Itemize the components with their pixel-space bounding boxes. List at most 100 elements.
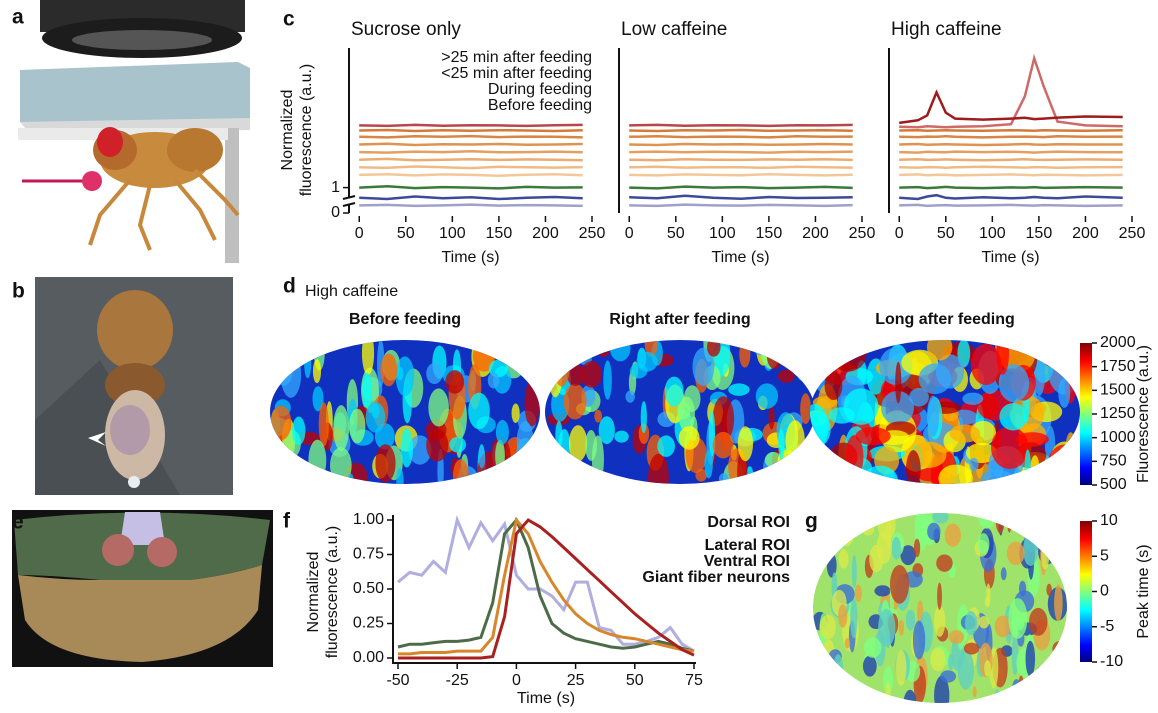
heatmap-blob [312, 359, 322, 384]
heatmap-blob [840, 470, 870, 484]
trace [629, 123, 853, 128]
peak-blob [1007, 513, 1012, 533]
trace [629, 142, 853, 147]
peak-blob [1037, 513, 1054, 533]
heatmap-blob [395, 356, 415, 397]
heatmap-blob [426, 428, 449, 462]
peak-blob [876, 531, 892, 564]
peak-blob [1035, 513, 1054, 526]
heatmap-blob [555, 420, 563, 450]
x-tick-label: 25 [567, 672, 585, 689]
heatmap-blob [365, 402, 386, 433]
heatmap-blob [518, 468, 526, 484]
x-tick-label: 200 [802, 225, 829, 242]
heatmap-blob [640, 401, 647, 434]
colorbar-label: Peak time (s) [1135, 544, 1152, 638]
heatmap [810, 340, 1080, 484]
axis-break [342, 195, 356, 207]
peak-blob [927, 522, 941, 541]
heatmap-blob [349, 408, 366, 444]
axes [392, 515, 696, 664]
peak-blob [913, 538, 921, 558]
trace [359, 165, 583, 170]
peak-blob [862, 655, 877, 677]
heatmap-blob [855, 427, 891, 446]
heatmap-blob [999, 403, 1028, 431]
heatmap-blob [568, 425, 588, 462]
heatmap-blob [938, 464, 973, 484]
trace [899, 157, 1123, 162]
peak-blob [1050, 680, 1067, 703]
colorbar-tick-label: 1500 [1100, 382, 1136, 399]
heatmap-blob [292, 416, 306, 446]
y-axis-label: Normalized [305, 552, 322, 633]
peak-blob [831, 515, 841, 532]
peak-blob [937, 582, 942, 610]
heatmap-blob [766, 342, 783, 370]
heatmap-blob [273, 346, 294, 386]
heatmap-blob [312, 386, 324, 412]
peak-blob [863, 637, 882, 658]
trace [359, 134, 583, 139]
heatmap-blob [565, 342, 581, 359]
peak-blob [1048, 679, 1054, 703]
heatmap-blob [468, 392, 490, 430]
heatmap-blob [318, 402, 329, 447]
image-title: Right after feeding [609, 311, 750, 328]
heatmap-blob [810, 458, 833, 484]
y-tick-label: 0.75 [353, 546, 384, 563]
image-title: Before feeding [349, 311, 461, 328]
x-tick-label: 50 [626, 672, 644, 689]
heatmap-blob [426, 362, 443, 384]
heatmap-blob [396, 467, 404, 484]
peak-blob [889, 565, 910, 604]
heatmap-blob [949, 424, 981, 443]
colorbar-tick-label: 2000 [1100, 334, 1136, 351]
peak-blob [832, 654, 844, 695]
peak-blob [1012, 679, 1021, 696]
peak-blob [963, 642, 980, 655]
peak-blob [948, 630, 965, 644]
heatmap-blob [739, 341, 751, 368]
trace [359, 185, 583, 190]
x-tick-label: 50 [397, 225, 415, 242]
peak-blob [986, 583, 991, 606]
peak-blob [978, 513, 996, 529]
peak-blob [1010, 616, 1025, 631]
trace [359, 142, 583, 147]
heatmap-blob [1045, 425, 1056, 470]
trace [899, 173, 1123, 177]
heatmap-blob [1024, 449, 1032, 484]
trace [899, 128, 1123, 133]
legend-entry: Giant fiber neurons [642, 569, 790, 586]
heatmap-blob [1047, 444, 1080, 484]
heatmap-blob [927, 395, 940, 437]
peak-blob [819, 614, 836, 640]
colorbar-tick-label: -10 [1100, 653, 1123, 670]
peak-blob [862, 522, 875, 536]
peak-blob [821, 543, 831, 560]
peak-blob [813, 536, 822, 563]
colorbar-tick-label: 5 [1100, 547, 1109, 564]
heatmap-blob [330, 447, 352, 484]
trace [899, 193, 1123, 201]
series-line [397, 517, 695, 653]
trace [359, 172, 583, 177]
colorbar [1080, 521, 1092, 662]
panel-label: g [805, 510, 818, 533]
heatmap-blob [664, 376, 684, 407]
heatmap-blob [969, 457, 979, 472]
heatmap-blob [548, 349, 563, 398]
x-tick-label: 100 [709, 225, 736, 242]
heatmap-blob [778, 428, 785, 460]
heatmap-blob [843, 388, 879, 425]
trace [359, 123, 583, 128]
heatmap-blob [580, 360, 602, 388]
heatmap-blob [718, 473, 729, 484]
panel-label: c [283, 8, 295, 31]
heatmap-blob [1058, 377, 1071, 408]
heatmap-blob [333, 405, 350, 451]
heatmap-blob [881, 390, 914, 425]
peak-blob [838, 548, 849, 569]
x-tick-label: 0 [895, 225, 904, 242]
